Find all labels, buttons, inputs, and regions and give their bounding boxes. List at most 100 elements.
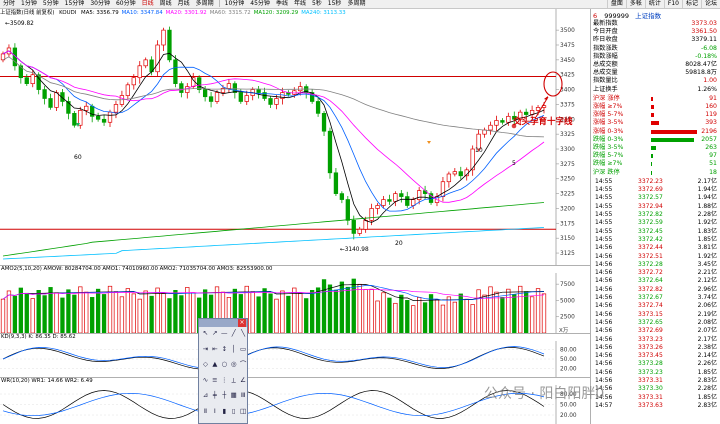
drawing-toolbox[interactable]: × ↖ ↗ — ╱ ╲ ⇥ ⇤ ↕ │ ▭ ◇ ▲ ○ ◎ ⌒ ∿ ≡ ⋮ ⟂ ∠ ⊿ ╪ ┼ ▦ Ⅲ Ⅱ Ⅰ ▮ ▯ ◫ (198, 318, 248, 424)
volume-bar[interactable] (417, 297, 422, 333)
volume-bar[interactable] (107, 285, 113, 333)
tick-row[interactable]: 14:56 3373.23 2.17亿 (592, 336, 719, 344)
volume-bar[interactable] (268, 293, 273, 333)
volume-bar[interactable] (369, 288, 374, 333)
tick-row[interactable]: 14:55 3372.69 1.94亿 (592, 186, 719, 194)
drawing-tool-icon[interactable]: ⇤ (212, 344, 218, 353)
tick-row[interactable]: 14:56 3372.72 2.21亿 (592, 269, 719, 277)
volume-bar[interactable] (393, 302, 398, 333)
volume-bar[interactable] (452, 301, 457, 333)
candle[interactable] (125, 84, 130, 96)
candle[interactable] (387, 199, 392, 202)
volume-bar[interactable] (529, 296, 535, 333)
volume-bar[interactable] (78, 286, 83, 333)
volume-bar[interactable] (500, 297, 505, 333)
volume-bar[interactable] (262, 288, 267, 333)
period-tab[interactable]: 年线 (293, 0, 306, 7)
close-icon[interactable]: × (238, 319, 246, 327)
toolbox-titlebar[interactable]: × (199, 319, 247, 327)
volume-bar[interactable] (232, 288, 238, 333)
tick-row[interactable]: 14:55 3372.82 2.28亿 (592, 211, 719, 219)
distribution-row[interactable]: 跌幅 5-7% 97 (593, 152, 717, 160)
candle[interactable] (399, 193, 404, 197)
volume-bar[interactable] (48, 287, 53, 333)
period-tab[interactable]: 30分钟 (90, 0, 110, 7)
volume-bar[interactable] (12, 295, 18, 333)
volume-bar[interactable] (125, 288, 130, 333)
volume-bar[interactable] (42, 295, 47, 333)
drawing-tool-icon[interactable]: ┼ (222, 391, 227, 399)
drawing-tool-icon[interactable]: Ⅲ (240, 391, 246, 399)
drawing-tool-icon[interactable]: ↖ (202, 329, 209, 337)
volume-bar[interactable] (363, 289, 368, 333)
candle[interactable] (304, 86, 309, 93)
candle[interactable] (66, 101, 71, 114)
tick-row[interactable]: 14:56 3373.26 2.38亿 (592, 344, 719, 352)
volume-bar[interactable] (113, 291, 119, 333)
volume-bar[interactable] (446, 296, 452, 333)
candle[interactable] (214, 92, 220, 102)
candle[interactable] (274, 98, 279, 105)
candle[interactable] (512, 115, 517, 120)
tick-row[interactable]: 14:56 3372.64 2.12亿 (592, 277, 719, 285)
drawing-tool-icon[interactable]: ≡ (212, 375, 218, 384)
volume-bar[interactable] (286, 295, 291, 333)
candle[interactable] (208, 96, 214, 102)
volume-bar[interactable] (464, 298, 469, 333)
drawing-tool-icon[interactable]: ⌒ (239, 360, 247, 368)
tick-row[interactable]: 14:55 3372.45 1.83亿 (592, 228, 719, 236)
distribution-row[interactable]: 涨幅 ≥7% 160 (593, 103, 717, 111)
distribution-row[interactable]: 跌幅 0-3% 2057 (593, 136, 717, 144)
drawing-tool-icon[interactable]: │ (231, 344, 236, 353)
candle[interactable] (363, 220, 368, 230)
candle[interactable] (113, 104, 119, 113)
candle[interactable] (143, 59, 148, 67)
candle[interactable] (488, 124, 493, 131)
candle[interactable] (506, 115, 511, 123)
volume-bar[interactable] (541, 293, 547, 333)
tick-row[interactable]: 14:56 3372.82 2.96亿 (592, 286, 719, 294)
volume-bar[interactable] (434, 299, 440, 333)
candle[interactable] (339, 193, 345, 200)
volume-bar[interactable] (36, 289, 41, 333)
drawing-tool-icon[interactable]: ◫ (240, 406, 247, 415)
tick-row[interactable]: 14:56 3372.28 3.45亿 (592, 261, 719, 269)
volume-bar[interactable] (298, 292, 303, 333)
tick-row[interactable]: 14:56 3372.44 3.81亿 (592, 244, 719, 252)
volume-bar[interactable] (197, 297, 202, 333)
volume-bar[interactable] (321, 279, 327, 333)
distribution-row[interactable]: 跌幅 3-5% 263 (593, 144, 717, 152)
volume-bar[interactable] (131, 293, 136, 333)
tick-row[interactable]: 14:55 3372.42 1.85亿 (592, 236, 719, 244)
drawing-tool-icon[interactable]: ╱ (231, 329, 236, 337)
right-tab[interactable]: 标记 (681, 0, 701, 8)
drawing-tool-icon[interactable]: ∿ (202, 375, 209, 384)
period-tab[interactable]: 日线 (141, 0, 154, 7)
tick-row[interactable]: 14:56 3372.69 2.07亿 (592, 327, 719, 335)
volume-bar[interactable] (119, 296, 125, 333)
volume-bar[interactable] (155, 287, 160, 333)
drawing-tool-icon[interactable]: ↗ (212, 329, 218, 337)
candle[interactable] (309, 92, 315, 102)
pane-divider[interactable] (0, 333, 590, 334)
period-tab[interactable]: 多周期 (347, 0, 366, 7)
volume-bar[interactable] (208, 294, 214, 333)
distribution-row[interactable]: 沪深 涨停 91 (593, 95, 717, 103)
volume-bar[interactable] (185, 287, 190, 333)
candle[interactable] (375, 205, 380, 209)
drawing-tool-icon[interactable]: ◇ (203, 360, 208, 368)
drawing-tool-icon[interactable]: — (221, 329, 228, 337)
candle[interactable] (321, 113, 327, 132)
candle[interactable] (72, 113, 77, 126)
candle[interactable] (107, 111, 113, 123)
volume-bar[interactable] (292, 287, 297, 333)
candle[interactable] (24, 77, 29, 84)
volume-bar[interactable] (95, 288, 101, 333)
candle[interactable] (369, 208, 374, 221)
candle[interactable] (167, 29, 172, 61)
candle[interactable] (197, 77, 202, 90)
candle[interactable] (494, 120, 499, 126)
volume-bar[interactable] (179, 295, 184, 333)
candle[interactable] (500, 120, 505, 123)
distribution-row[interactable]: 涨幅 0-3% 2196 (593, 128, 717, 136)
